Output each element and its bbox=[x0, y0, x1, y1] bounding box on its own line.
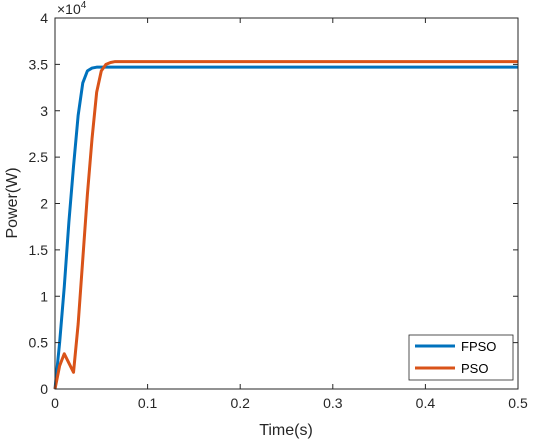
y-tick-label: 3 bbox=[40, 103, 48, 119]
legend: FPSO PSO bbox=[408, 334, 514, 381]
legend-label-fpso: FPSO bbox=[461, 339, 496, 354]
plot-area bbox=[55, 18, 518, 389]
legend-label-pso: PSO bbox=[461, 361, 488, 376]
y-tick-label: 2 bbox=[40, 196, 48, 212]
y-exponent-base: ×10 bbox=[57, 1, 81, 17]
y-tick-group: 0 0.5 1 1.5 2 2.5 3 3.5 4 bbox=[29, 10, 518, 397]
x-tick-label: 0.1 bbox=[138, 395, 158, 411]
series-line-fpso bbox=[53, 65, 518, 390]
y-exponent-power: 4 bbox=[81, 0, 87, 11]
y-tick-label: 2.5 bbox=[29, 149, 49, 165]
y-tick-label: 1 bbox=[40, 288, 48, 304]
series-layer bbox=[53, 60, 518, 390]
x-axis-title: Time(s) bbox=[259, 422, 313, 439]
y-tick-label: 0 bbox=[40, 381, 48, 397]
y-axis-title: Power(W) bbox=[4, 167, 21, 238]
y-exponent-label: ×104 bbox=[57, 0, 87, 17]
x-tick-label: 0.4 bbox=[416, 395, 436, 411]
y-tick-label: 4 bbox=[40, 10, 48, 26]
x-tick-label: 0 bbox=[51, 395, 59, 411]
x-tick-label: 0.2 bbox=[230, 395, 250, 411]
y-tick-label: 3.5 bbox=[29, 56, 49, 72]
x-tick-label: 0.3 bbox=[323, 395, 343, 411]
y-tick-label: 0.5 bbox=[29, 335, 49, 351]
y-tick-label: 1.5 bbox=[29, 242, 49, 258]
series-line-pso bbox=[53, 60, 518, 390]
x-tick-label: 0.5 bbox=[508, 395, 528, 411]
x-tick-group: 0 0.1 0.2 0.3 0.4 0.5 bbox=[51, 18, 528, 411]
legend-box bbox=[408, 334, 514, 381]
